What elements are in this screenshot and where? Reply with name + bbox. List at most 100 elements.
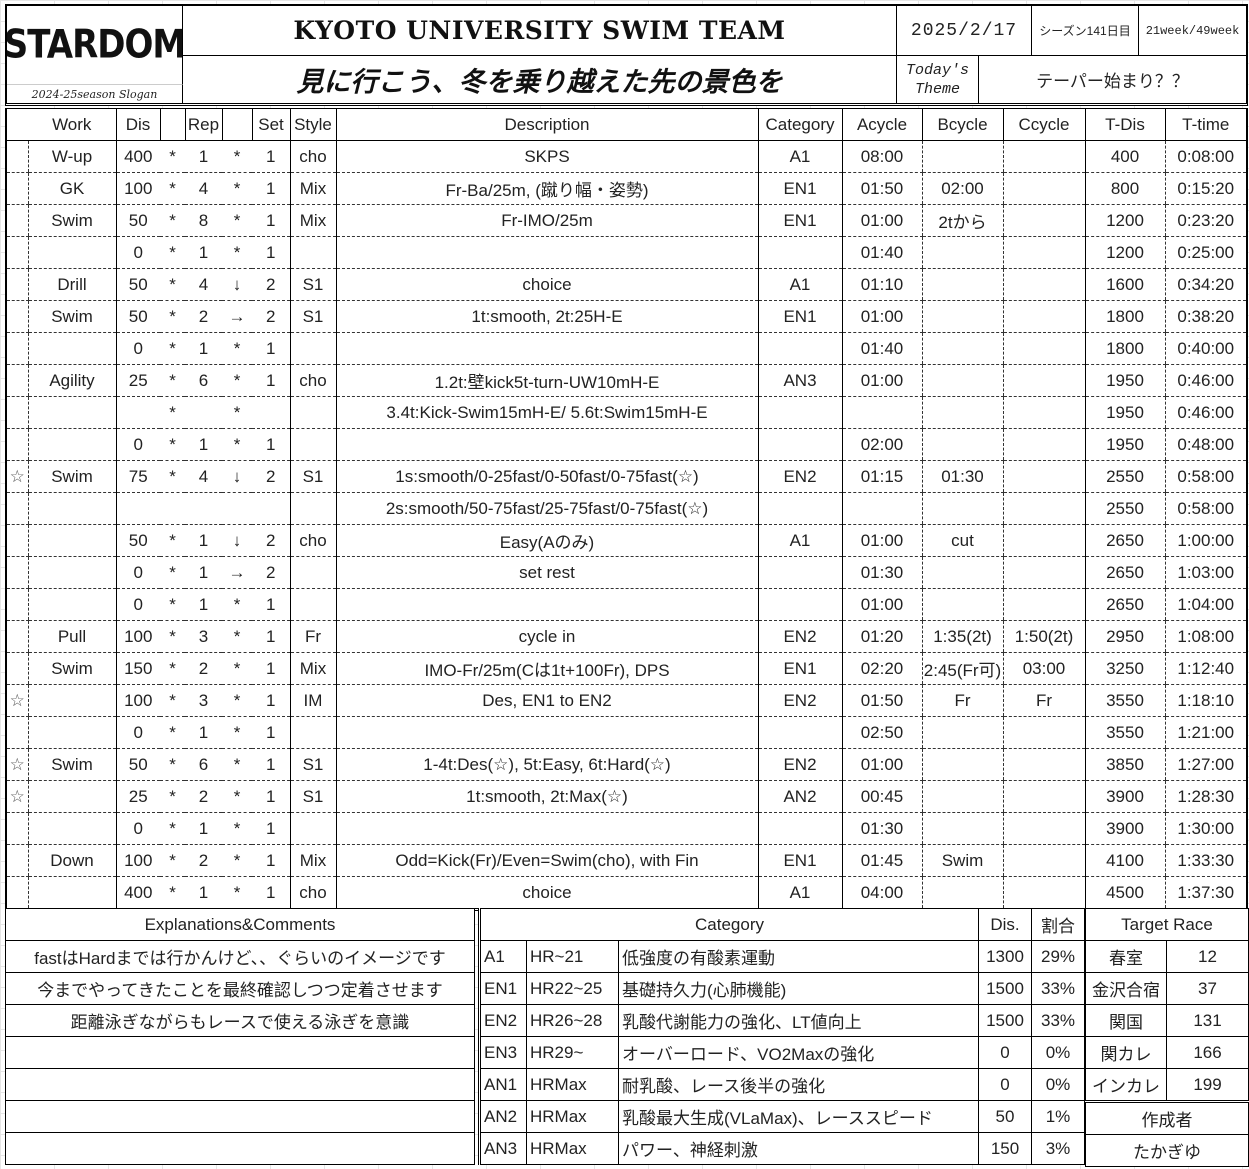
cell-operator-2: * — [222, 236, 252, 269]
cell-c-cycle — [1002, 876, 1085, 910]
workout-row: GK 100 * 4 * 1 Mix Fr-Ba/25m, (蹴り幅・姿勢) EN1 01:50 0… — [6, 172, 1247, 205]
cell-description — [335, 588, 758, 621]
cell-operator-1: * — [160, 844, 185, 877]
cell-reps: 1 — [185, 140, 222, 173]
cell-star — [6, 812, 28, 845]
cell-work — [27, 780, 116, 813]
cell-b-cycle: 02:00 — [921, 172, 1003, 205]
cell-reps: 2 — [185, 780, 222, 813]
comment-row — [5, 1068, 475, 1101]
cell-category: EN1 — [757, 652, 842, 685]
category-ratio: 29% — [1031, 940, 1086, 973]
cell-star — [6, 204, 28, 237]
cell-b-cycle: Fr — [921, 684, 1003, 717]
cell-description: Des, EN1 to EN2 — [335, 684, 758, 717]
cell-star — [6, 716, 28, 749]
cell-reps: 4 — [185, 172, 222, 205]
cell-c-cycle — [1002, 396, 1085, 429]
cell-work — [27, 236, 116, 269]
cell-description — [335, 428, 758, 461]
cell-b-cycle: cut — [921, 524, 1003, 557]
cell-a-cycle: 00:45 — [841, 780, 922, 813]
cell-style: Mix — [289, 204, 336, 237]
cell-sets: 1 — [252, 204, 290, 237]
cell-category: AN2 — [757, 780, 842, 813]
column-header-work: Work — [28, 108, 117, 141]
cell-operator-2: ↓ — [222, 524, 252, 557]
cell-sets: 1 — [252, 172, 290, 205]
column-header-total-distance: T-Dis — [1084, 108, 1166, 141]
cell-distance: 25 — [115, 364, 160, 397]
category-distance: 0 — [978, 1036, 1033, 1069]
workout-row: 400 * 1 * 1 cho choice A1 04:00 4500 1:37:30 — [6, 876, 1247, 910]
cell-distance: 50 — [115, 748, 160, 781]
cell-a-cycle: 01:50 — [841, 684, 922, 717]
days-until-race: 37 — [1165, 972, 1249, 1005]
cell-operator-1: * — [160, 780, 185, 813]
cell-category: EN2 — [757, 620, 842, 653]
cell-c-cycle — [1002, 844, 1085, 877]
cell-operator-1: * — [160, 748, 185, 781]
comment-text: 今までやってきたことを最終確認しつつ定着させます — [5, 972, 475, 1005]
cell-total-time: 0:46:00 — [1164, 396, 1247, 429]
cell-distance: 0 — [115, 716, 160, 749]
cell-work: Swim — [27, 748, 116, 781]
cell-operator-1: * — [160, 268, 185, 301]
category-description: 耐乳酸、レース後半の強化 — [617, 1068, 980, 1101]
category-distance: 1500 — [978, 972, 1033, 1005]
cell-reps — [185, 396, 222, 429]
cell-b-cycle: 01:30 — [921, 460, 1003, 493]
workout-row: ☆ 100 * 3 * 1 IM Des, EN1 to EN2 EN2 01:50 Fr Fr 355… — [6, 684, 1247, 717]
cell-work: Swim — [27, 652, 116, 685]
cell-category — [757, 556, 842, 589]
category-description: パワー、神経刺激 — [617, 1132, 980, 1165]
cell-b-cycle — [921, 716, 1003, 749]
cell-distance: 50 — [115, 268, 160, 301]
cell-work — [27, 588, 116, 621]
cell-b-cycle — [921, 268, 1003, 301]
cell-sets: 1 — [252, 684, 290, 717]
cell-category — [757, 492, 842, 525]
workout-row: Drill 50 * 4 ↓ 2 S1 choice A1 01:10 1600 0:34:20 — [6, 268, 1247, 301]
cell-style: IM — [289, 684, 336, 717]
cell-operator-1: * — [160, 300, 185, 333]
cell-total-distance: 1950 — [1084, 396, 1165, 429]
cell-total-time: 0:08:00 — [1164, 140, 1247, 173]
comment-text — [5, 1132, 475, 1165]
cell-c-cycle — [1002, 364, 1085, 397]
cell-reps: 2 — [185, 300, 222, 333]
cell-category: EN2 — [757, 684, 842, 717]
cell-c-cycle — [1002, 172, 1085, 205]
cell-star: ☆ — [6, 684, 28, 717]
cell-c-cycle — [1002, 492, 1085, 525]
days-until-race: 131 — [1165, 1004, 1249, 1037]
cell-sets: 1 — [252, 844, 290, 877]
category-header-row: Category Dis. 割合 — [478, 908, 1086, 941]
cell-c-cycle — [1002, 236, 1085, 269]
cell-category: A1 — [757, 876, 842, 910]
workout-row: 0 * 1 * 1 01:00 2650 1:04:00 — [6, 588, 1247, 621]
cell-c-cycle — [1002, 524, 1085, 557]
cell-work — [27, 396, 116, 429]
cell-a-cycle: 04:00 — [841, 876, 922, 910]
workout-row: Down 100 * 2 * 1 Mix Odd=Kick(Fr)/Even=Swim(cho… — [6, 844, 1247, 877]
category-code: EN2 — [479, 1004, 527, 1037]
comments-header-row: Explanations&Comments — [5, 908, 475, 941]
cell-b-cycle — [921, 300, 1003, 333]
cell-operator-2: * — [222, 172, 252, 205]
cell-total-distance: 2950 — [1084, 620, 1165, 653]
cell-total-time: 0:25:00 — [1164, 236, 1247, 269]
cell-total-distance: 800 — [1084, 172, 1165, 205]
cell-total-time: 1:27:00 — [1164, 748, 1247, 781]
workout-row: 50 * 1 ↓ 2 cho Easy(Aのみ) A1 01:00 cut 2650 1:00:00 — [6, 524, 1247, 557]
cell-operator-2: ↓ — [222, 268, 252, 301]
cell-operator-1: * — [160, 716, 185, 749]
comment-text: fastはHardまでは行かんけど、、ぐらいのイメージです — [5, 940, 475, 973]
cell-sets: 1 — [252, 812, 290, 845]
cell-operator-1: * — [160, 460, 185, 493]
cell-operator-2: * — [222, 588, 252, 621]
category-distance: 1300 — [978, 940, 1033, 973]
cell-work — [27, 876, 116, 910]
cell-total-distance: 3550 — [1084, 684, 1165, 717]
cell-description — [335, 236, 758, 269]
